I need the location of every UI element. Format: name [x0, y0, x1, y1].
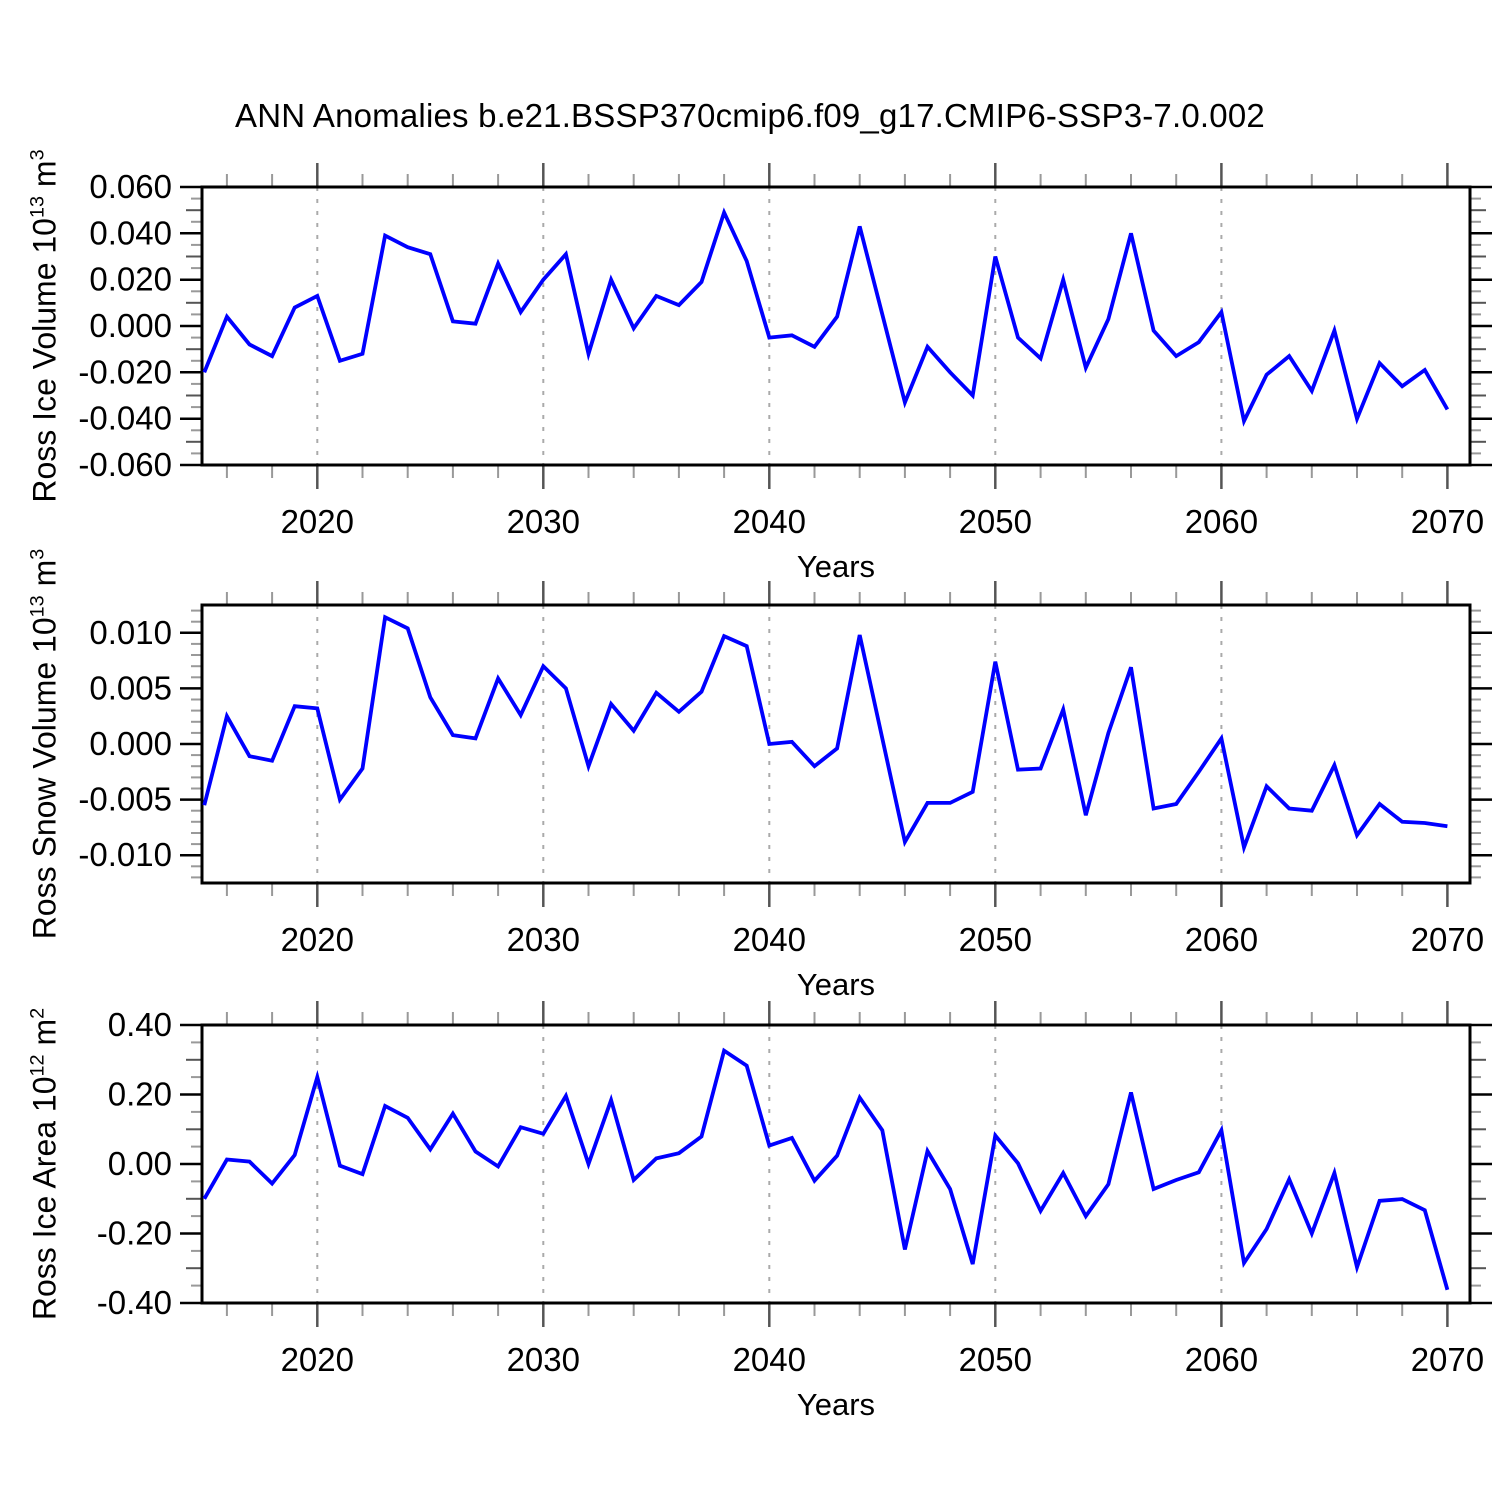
gridlines: [316, 605, 1223, 883]
x-tick-label: 2020: [281, 921, 354, 958]
x-axis-labels: 2020 2030 2040 2050 2060 2070 Years: [281, 921, 1485, 1002]
gridlines: [316, 187, 1223, 465]
x-tick-label: 2060: [1185, 1341, 1258, 1378]
y-tick-label: 0.010: [89, 614, 172, 651]
x-axis-ticks: [225, 1001, 1449, 1327]
x-tick-label: 2040: [733, 503, 806, 540]
x-axis-labels: 2020 2030 2040 2050 2060 2070 Years: [281, 503, 1485, 584]
panel-1-y-axis-title: Ross Ice Volume 1013 m3: [26, 149, 63, 503]
chart-title: ANN Anomalies b.e21.BSSP370cmip6.f09_g17…: [235, 97, 1265, 134]
x-tick-label: 2020: [281, 503, 354, 540]
gridlines: [316, 1025, 1223, 1303]
ross-snow-volume-line: [202, 614, 1448, 855]
y-axis-labels: 0.060 0.040 0.020 0.000 -0.020 -0.040 -0.060: [78, 168, 172, 483]
y-tick-label: 0.20: [108, 1076, 172, 1113]
x-tick-label: 2020: [281, 1341, 354, 1378]
y-tick-label: 0.040: [89, 214, 172, 251]
y-axis-ticks: [180, 185, 1492, 467]
y-tick-label: 0.40: [108, 1006, 172, 1043]
x-tick-label: 2050: [959, 503, 1032, 540]
ross-ice-volume-line: [202, 207, 1450, 427]
x-tick-label: 2050: [959, 1341, 1032, 1378]
y-tick-label: -0.040: [78, 400, 172, 437]
y-axis-ticks: [180, 1023, 1492, 1305]
y-tick-label: 0.005: [89, 669, 172, 706]
y-tick-label: 0.060: [89, 168, 172, 205]
x-tick-label: 2070: [1411, 1341, 1484, 1378]
x-tick-label: 2040: [733, 921, 806, 958]
y-tick-label: -0.010: [78, 836, 172, 873]
ross-ice-volume-panel: 2020 2030 2040 2050 2060 2070Years0.0600.0400…: [78, 163, 1492, 584]
y-tick-label: -0.020: [78, 353, 172, 390]
x-tick-label: 2050: [959, 921, 1032, 958]
panel-2-y-axis-title: Ross Snow Volume 1013 m3: [26, 548, 63, 940]
plot-frame: [200, 603, 1472, 885]
x-tick-label: 2070: [1411, 503, 1484, 540]
y-tick-label: -0.20: [97, 1215, 172, 1252]
y-tick-label: -0.40: [97, 1284, 172, 1321]
plot-frame: [200, 185, 1472, 467]
y-tick-label: 0.000: [89, 725, 172, 762]
ross-snow-volume-panel: 2020 2030 2040 2050 2060 2070Years0.0100.0050…: [78, 581, 1492, 1002]
ross-ice-area-panel: 2020 2030 2040 2050 2060 2070 Years 0.40 0.20 0.0…: [97, 1001, 1492, 1422]
x-axis-title: Years: [797, 967, 875, 1002]
ross-ice-area-line: [202, 1047, 1450, 1291]
x-axis-labels: 2020 2030 2040 2050 2060 2070 Years: [281, 1341, 1485, 1422]
x-tick-label: 2060: [1185, 503, 1258, 540]
x-tick-label: 2030: [507, 1341, 580, 1378]
x-axis-ticks: [225, 581, 1449, 907]
x-axis-title: Years: [797, 549, 875, 584]
y-axis-ticks: [180, 609, 1492, 879]
y-axis-labels: 0.010 0.005 0.000 -0.005 -0.010: [78, 614, 172, 873]
x-tick-label: 2040: [733, 1341, 806, 1378]
x-tick-label: 2030: [507, 503, 580, 540]
y-tick-label: -0.005: [78, 781, 172, 818]
y-tick-label: 0.020: [89, 261, 172, 298]
x-tick-label: 2060: [1185, 921, 1258, 958]
panel-3-y-axis-title: Ross Ice Area 1012 m2: [26, 1007, 63, 1321]
x-axis-ticks: [225, 163, 1449, 489]
plot-frame: [200, 1023, 1472, 1305]
x-axis-title: Years: [797, 1387, 875, 1422]
y-tick-label: 0.000: [89, 307, 172, 344]
x-tick-label: 2030: [507, 921, 580, 958]
y-axis-labels: 0.40 0.20 0.00 -0.20 -0.40: [97, 1006, 172, 1321]
x-tick-label: 2070: [1411, 921, 1484, 958]
y-tick-label: 0.00: [108, 1145, 172, 1182]
y-tick-label: -0.060: [78, 446, 172, 483]
